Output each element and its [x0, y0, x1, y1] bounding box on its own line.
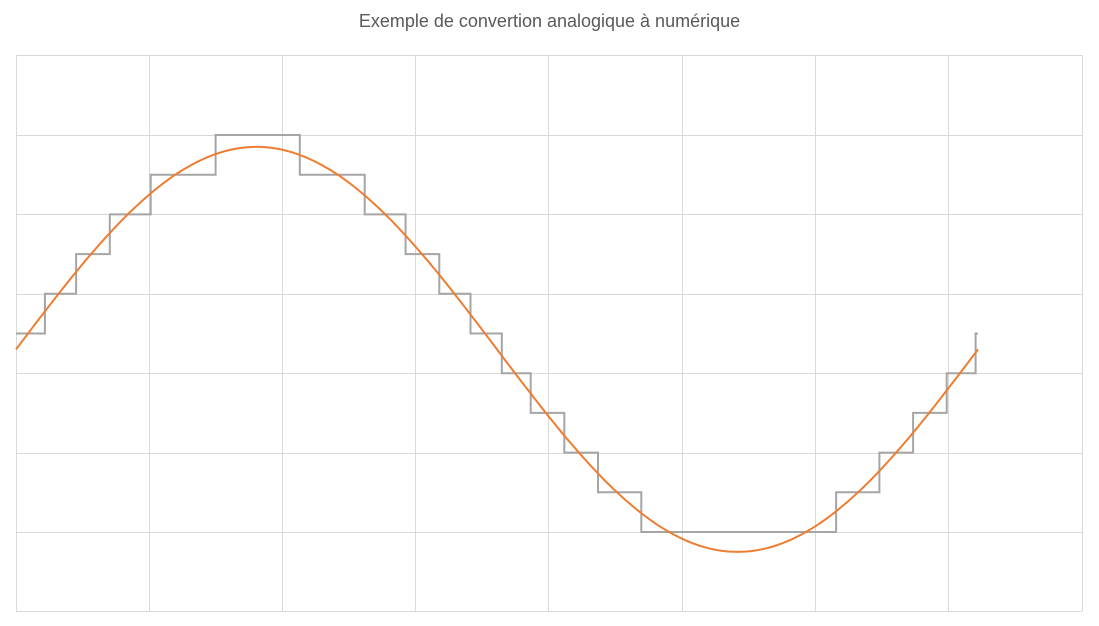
series-sine-analog [15, 145, 979, 553]
grid-lines [16, 55, 1083, 612]
chart-series [15, 134, 979, 553]
series-step-digital [16, 134, 978, 533]
chart-title: Exemple de convertion analogique à numér… [358, 11, 741, 31]
